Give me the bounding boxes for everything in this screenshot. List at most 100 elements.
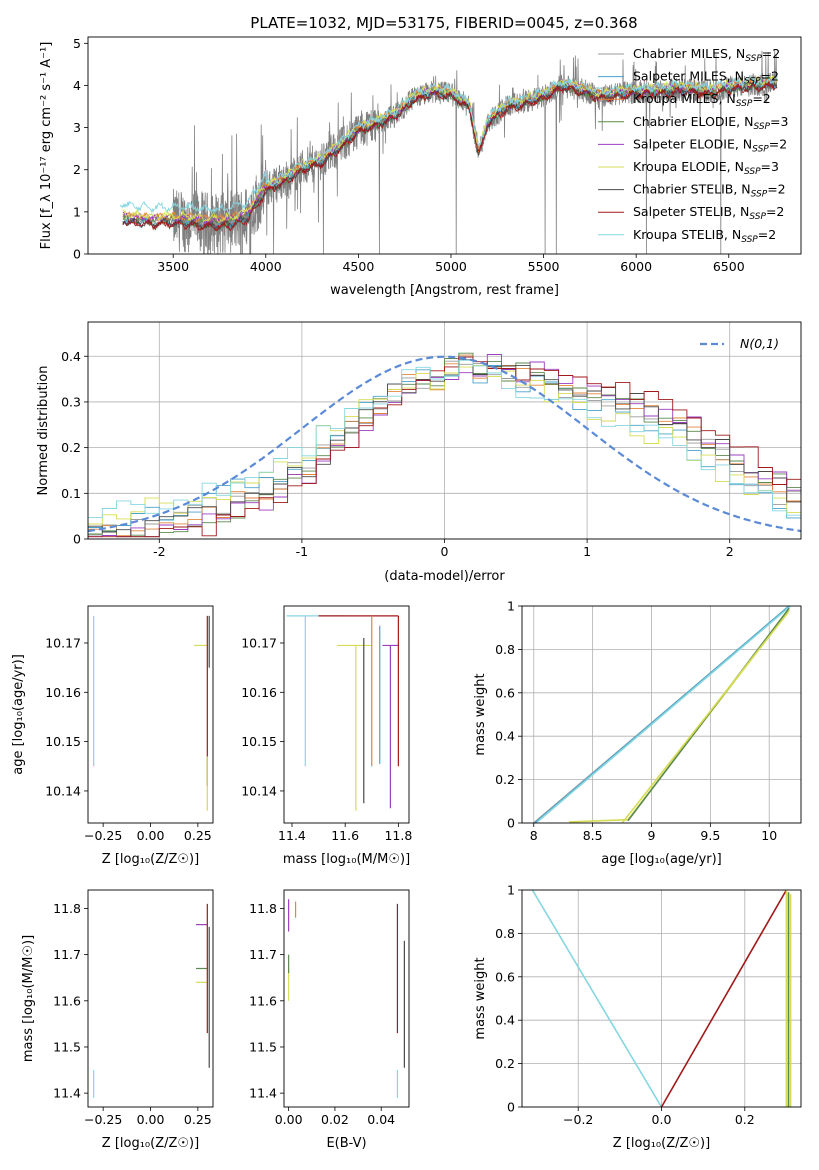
legend-text: Salpeter ELODIE, N [633, 136, 752, 151]
y-axis-label: Flux [f_λ 10⁻¹⁷ erg cm⁻² s⁻¹ A⁻¹] [39, 42, 54, 250]
y-tick-label: 11.7 [249, 947, 277, 962]
legend-entry: Chabrier STELIB, NSSP=2 [633, 182, 786, 200]
legend-text: Kroupa STELIB, N [633, 227, 741, 242]
axes-mass-vs-EBV: 0.00 0.02 0.04 11.4 11.5 11.6 11.7 11.8 E(B-V) [249, 889, 410, 1151]
y-tick-label: 11.6 [53, 993, 81, 1008]
y-tick-label: 5 [73, 36, 81, 51]
legend-subscript: SSP [741, 235, 758, 245]
x-tick-label: 0.0 [652, 1112, 672, 1127]
plot-area [522, 606, 801, 823]
y-axis-label: mass [log₁₀(M/M☉)] [21, 935, 36, 1062]
gaussian-curve [88, 355, 801, 533]
plot-area [119, 50, 778, 254]
mass-weight-line [536, 606, 791, 823]
legend-entry: Kroupa MILES, NSSP=2 [633, 91, 771, 109]
axes-frame [521, 605, 802, 824]
y-tick-label: 0 [507, 816, 515, 831]
x-tick-label: −0.25 [84, 1112, 122, 1127]
x-tick-label: 8.5 [583, 828, 603, 843]
x-tick-label: 6500 [713, 259, 745, 274]
x-tick-label: −0.2 [563, 1112, 593, 1127]
legend-entry: Kroupa ELODIE, NSSP=3 [633, 159, 779, 177]
legend-text: Salpeter STELIB, N [633, 204, 749, 219]
x-axis-label: Z [log₁₀(Z/Z☉)] [102, 852, 199, 867]
x-tick-label: 11.8 [384, 828, 412, 843]
axes-frame [87, 605, 214, 824]
x-axis-label: (data-model)/error [384, 569, 505, 584]
y-tick-label: 0.6 [495, 969, 515, 984]
x-tick-label: 3500 [157, 259, 189, 274]
legend-suffix: =2 [758, 227, 776, 242]
x-tick-label: −0.25 [84, 828, 122, 843]
y-tick-label: 0.2 [61, 440, 81, 455]
x-tick-label: 4000 [250, 259, 282, 274]
x-tick-label: 4500 [342, 259, 374, 274]
legend-suffix: =2 [766, 204, 784, 219]
x-tick-label: 0.2 [735, 1112, 755, 1127]
y-tick-label: 1 [507, 599, 515, 614]
y-tick-label: 11.6 [249, 993, 277, 1008]
model-line [122, 81, 778, 232]
y-tick-label: 10.17 [45, 635, 81, 650]
y-tick-label: 11.7 [53, 947, 81, 962]
legend-text: Chabrier ELODIE, N [633, 114, 753, 129]
mass-weight-line [660, 890, 788, 1107]
x-tick-label: 0.00 [137, 828, 165, 843]
y-tick-label: 10.15 [45, 734, 81, 749]
y-tick-label: 10.16 [45, 685, 81, 700]
x-tick-label: 11.4 [278, 828, 306, 843]
y-tick-label: 0.8 [495, 926, 515, 941]
plot-area [522, 890, 801, 1107]
legend-suffix: =2 [769, 136, 787, 151]
axes-residuals: -2 -1 0 1 2 0 0.1 0.2 0.3 0.4 (data-model)/error No… [36, 321, 802, 584]
y-tick-label: 0.6 [495, 685, 515, 700]
mass-weight-line [531, 890, 663, 1107]
y-tick-label: 4 [73, 78, 81, 93]
x-tick-label: 10 [761, 828, 777, 843]
x-tick-label: 9.5 [700, 828, 720, 843]
x-tick-label: 0.04 [367, 1112, 395, 1127]
legend-subscript: SSP [749, 212, 766, 222]
plot-area [286, 615, 399, 811]
legend-entry: Salpeter STELIB, NSSP=2 [633, 204, 784, 222]
y-tick-label: 10.14 [241, 783, 277, 798]
y-axis-label: mass weight [473, 957, 488, 1039]
axes-mass-weight-vs-age: 8 8.5 9 9.5 10 0 0.2 0.4 0.6 0.8 1 age [log₁₀(age/y… [473, 599, 802, 867]
legend-entry: N(0,1) [740, 336, 779, 351]
axes-age-vs-Z: −0.25 0.00 0.25 10.14 10.15 10.16 10.17 Z [log₁… [11, 605, 214, 867]
legend-subscript: SSP [752, 144, 769, 154]
mass-weight-line [621, 612, 789, 823]
y-tick-label: 3 [73, 120, 81, 135]
y-tick-label: 0.4 [495, 729, 515, 744]
y-tick-label: 0 [507, 1100, 515, 1115]
x-tick-label: -1 [296, 544, 308, 559]
x-axis-label: Z [log₁₀(Z/Z☉)] [102, 1136, 199, 1151]
x-tick-label: 5000 [435, 259, 467, 274]
y-tick-label: 0.1 [61, 486, 81, 501]
y-tick-label: 0.3 [61, 394, 81, 409]
mass-weight-line [569, 609, 790, 823]
x-tick-label: 0.00 [275, 1112, 303, 1127]
x-tick-label: 0.02 [321, 1112, 349, 1127]
x-tick-label: 8 [530, 828, 538, 843]
legend-subscript: SSP [744, 167, 761, 177]
histogram-step [88, 359, 801, 519]
x-tick-label: 1 [583, 544, 591, 559]
axes-frame [283, 889, 410, 1108]
y-axis-label: mass weight [473, 673, 488, 755]
legend-suffix: =2 [767, 182, 785, 197]
x-tick-label: 0.25 [184, 1112, 212, 1127]
x-tick-label: 5500 [528, 259, 560, 274]
y-tick-label: 1 [507, 883, 515, 898]
x-axis-label: E(B-V) [326, 1136, 366, 1151]
y-tick-label: 0.4 [495, 1013, 515, 1028]
axes-age-vs-mass: 11.4 11.6 11.8 10.14 10.15 10.16 10.17 mass [lo… [241, 605, 412, 867]
legend-text: Salpeter MILES, N [633, 69, 744, 84]
y-tick-label: 11.5 [249, 1039, 277, 1054]
legend-entry: Salpeter ELODIE, NSSP=2 [633, 136, 787, 154]
y-tick-label: 2 [73, 162, 81, 177]
plot-area [93, 615, 210, 811]
y-tick-label: 0.4 [61, 349, 81, 364]
axes-spectrum: 3500 4000 4500 5000 5500 6000 6500 0 1 2 3 4 5 wavele… [39, 36, 802, 298]
